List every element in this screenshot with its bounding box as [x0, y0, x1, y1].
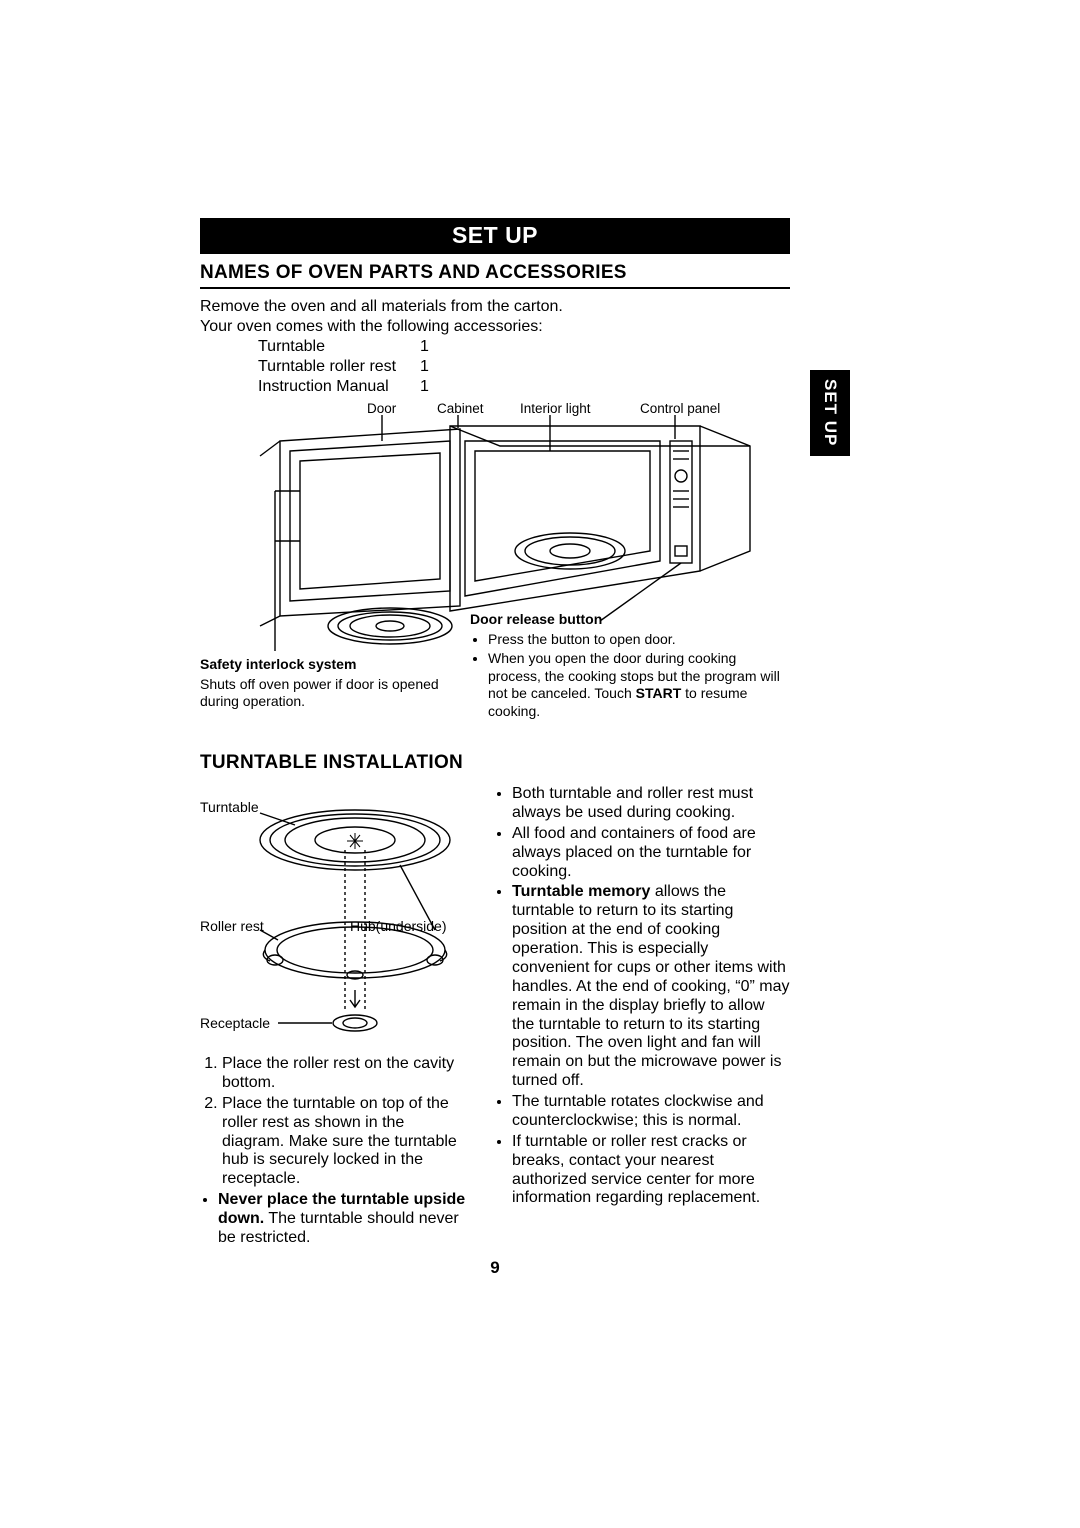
accessory-row: Turntable 1: [200, 337, 790, 357]
accessory-qty: 1: [420, 377, 460, 397]
intro-text-2: Your oven comes with the following acces…: [200, 317, 790, 337]
page-content: Set Up NAMES OF OVEN PARTS AND ACCESSORI…: [200, 218, 790, 1250]
callout-safety-interlock: Safety interlock system Shuts off oven p…: [200, 656, 450, 711]
bullet-item: Never place the turntable upside down. T…: [218, 1191, 470, 1248]
callout-title: Safety interlock system: [200, 656, 450, 674]
intro-text-1: Remove the oven and all materials from t…: [200, 297, 790, 317]
accessory-name: Instruction Manual: [200, 377, 420, 397]
label-receptacle: Receptacle: [200, 1015, 270, 1032]
accessory-row: Turntable roller rest 1: [200, 357, 790, 377]
bullet-item: When you open the door during cooking pr…: [488, 650, 790, 720]
callout-title: Door release button: [470, 611, 790, 629]
step-item: Place the turntable on top of the roller…: [222, 1095, 470, 1189]
step-bullet: Never place the turntable upside down. T…: [200, 1191, 470, 1248]
bullet-item: Turntable memory allows the turntable to…: [512, 883, 790, 1091]
oven-diagram-area: Door Cabinet Interior light Control pane…: [200, 401, 790, 736]
column-right: Both turntable and roller rest must alwa…: [494, 785, 790, 1250]
accessory-name: Turntable roller rest: [200, 357, 420, 377]
callout-text: Shuts off oven power if door is opened d…: [200, 676, 450, 711]
bullet-item: Press the button to open door.: [488, 631, 790, 649]
bullet-item: Both turntable and roller rest must alwa…: [512, 785, 790, 823]
bullet-item: If turntable or roller rest cracks or br…: [512, 1133, 790, 1209]
install-steps: Place the roller rest on the cavity bott…: [200, 1055, 470, 1189]
accessory-qty: 1: [420, 357, 460, 377]
two-column-layout: Turntable Roller rest Hub(underside) Rec…: [200, 785, 790, 1250]
turntable-notes: Both turntable and roller rest must alwa…: [494, 785, 790, 1208]
turntable-diagram: Turntable Roller rest Hub(underside) Rec…: [200, 785, 470, 1055]
label-roller-rest: Roller rest: [200, 918, 264, 935]
side-tab-setup: SET UP: [810, 370, 850, 456]
label-hub: Hub(underside): [350, 918, 447, 935]
step-item: Place the roller rest on the cavity bott…: [222, 1055, 470, 1093]
callout-door-release: Door release button Press the button to …: [470, 611, 790, 722]
label-turntable: Turntable: [200, 799, 259, 816]
column-left: Turntable Roller rest Hub(underside) Rec…: [200, 785, 470, 1250]
accessory-row: Instruction Manual 1: [200, 377, 790, 397]
section-title-parts: NAMES OF OVEN PARTS AND ACCESSORIES: [200, 262, 790, 289]
bullet-item: The turntable rotates clockwise and coun…: [512, 1093, 790, 1131]
page-number: 9: [200, 1258, 790, 1278]
callout-bullets: Press the button to open door. When you …: [470, 631, 790, 721]
accessory-qty: 1: [420, 337, 460, 357]
accessory-name: Turntable: [200, 337, 420, 357]
bullet-item: All food and containers of food are alwa…: [512, 825, 790, 882]
section-title-turntable: TURNTABLE INSTALLATION: [200, 752, 790, 777]
heading-bar: Set Up: [200, 218, 790, 254]
